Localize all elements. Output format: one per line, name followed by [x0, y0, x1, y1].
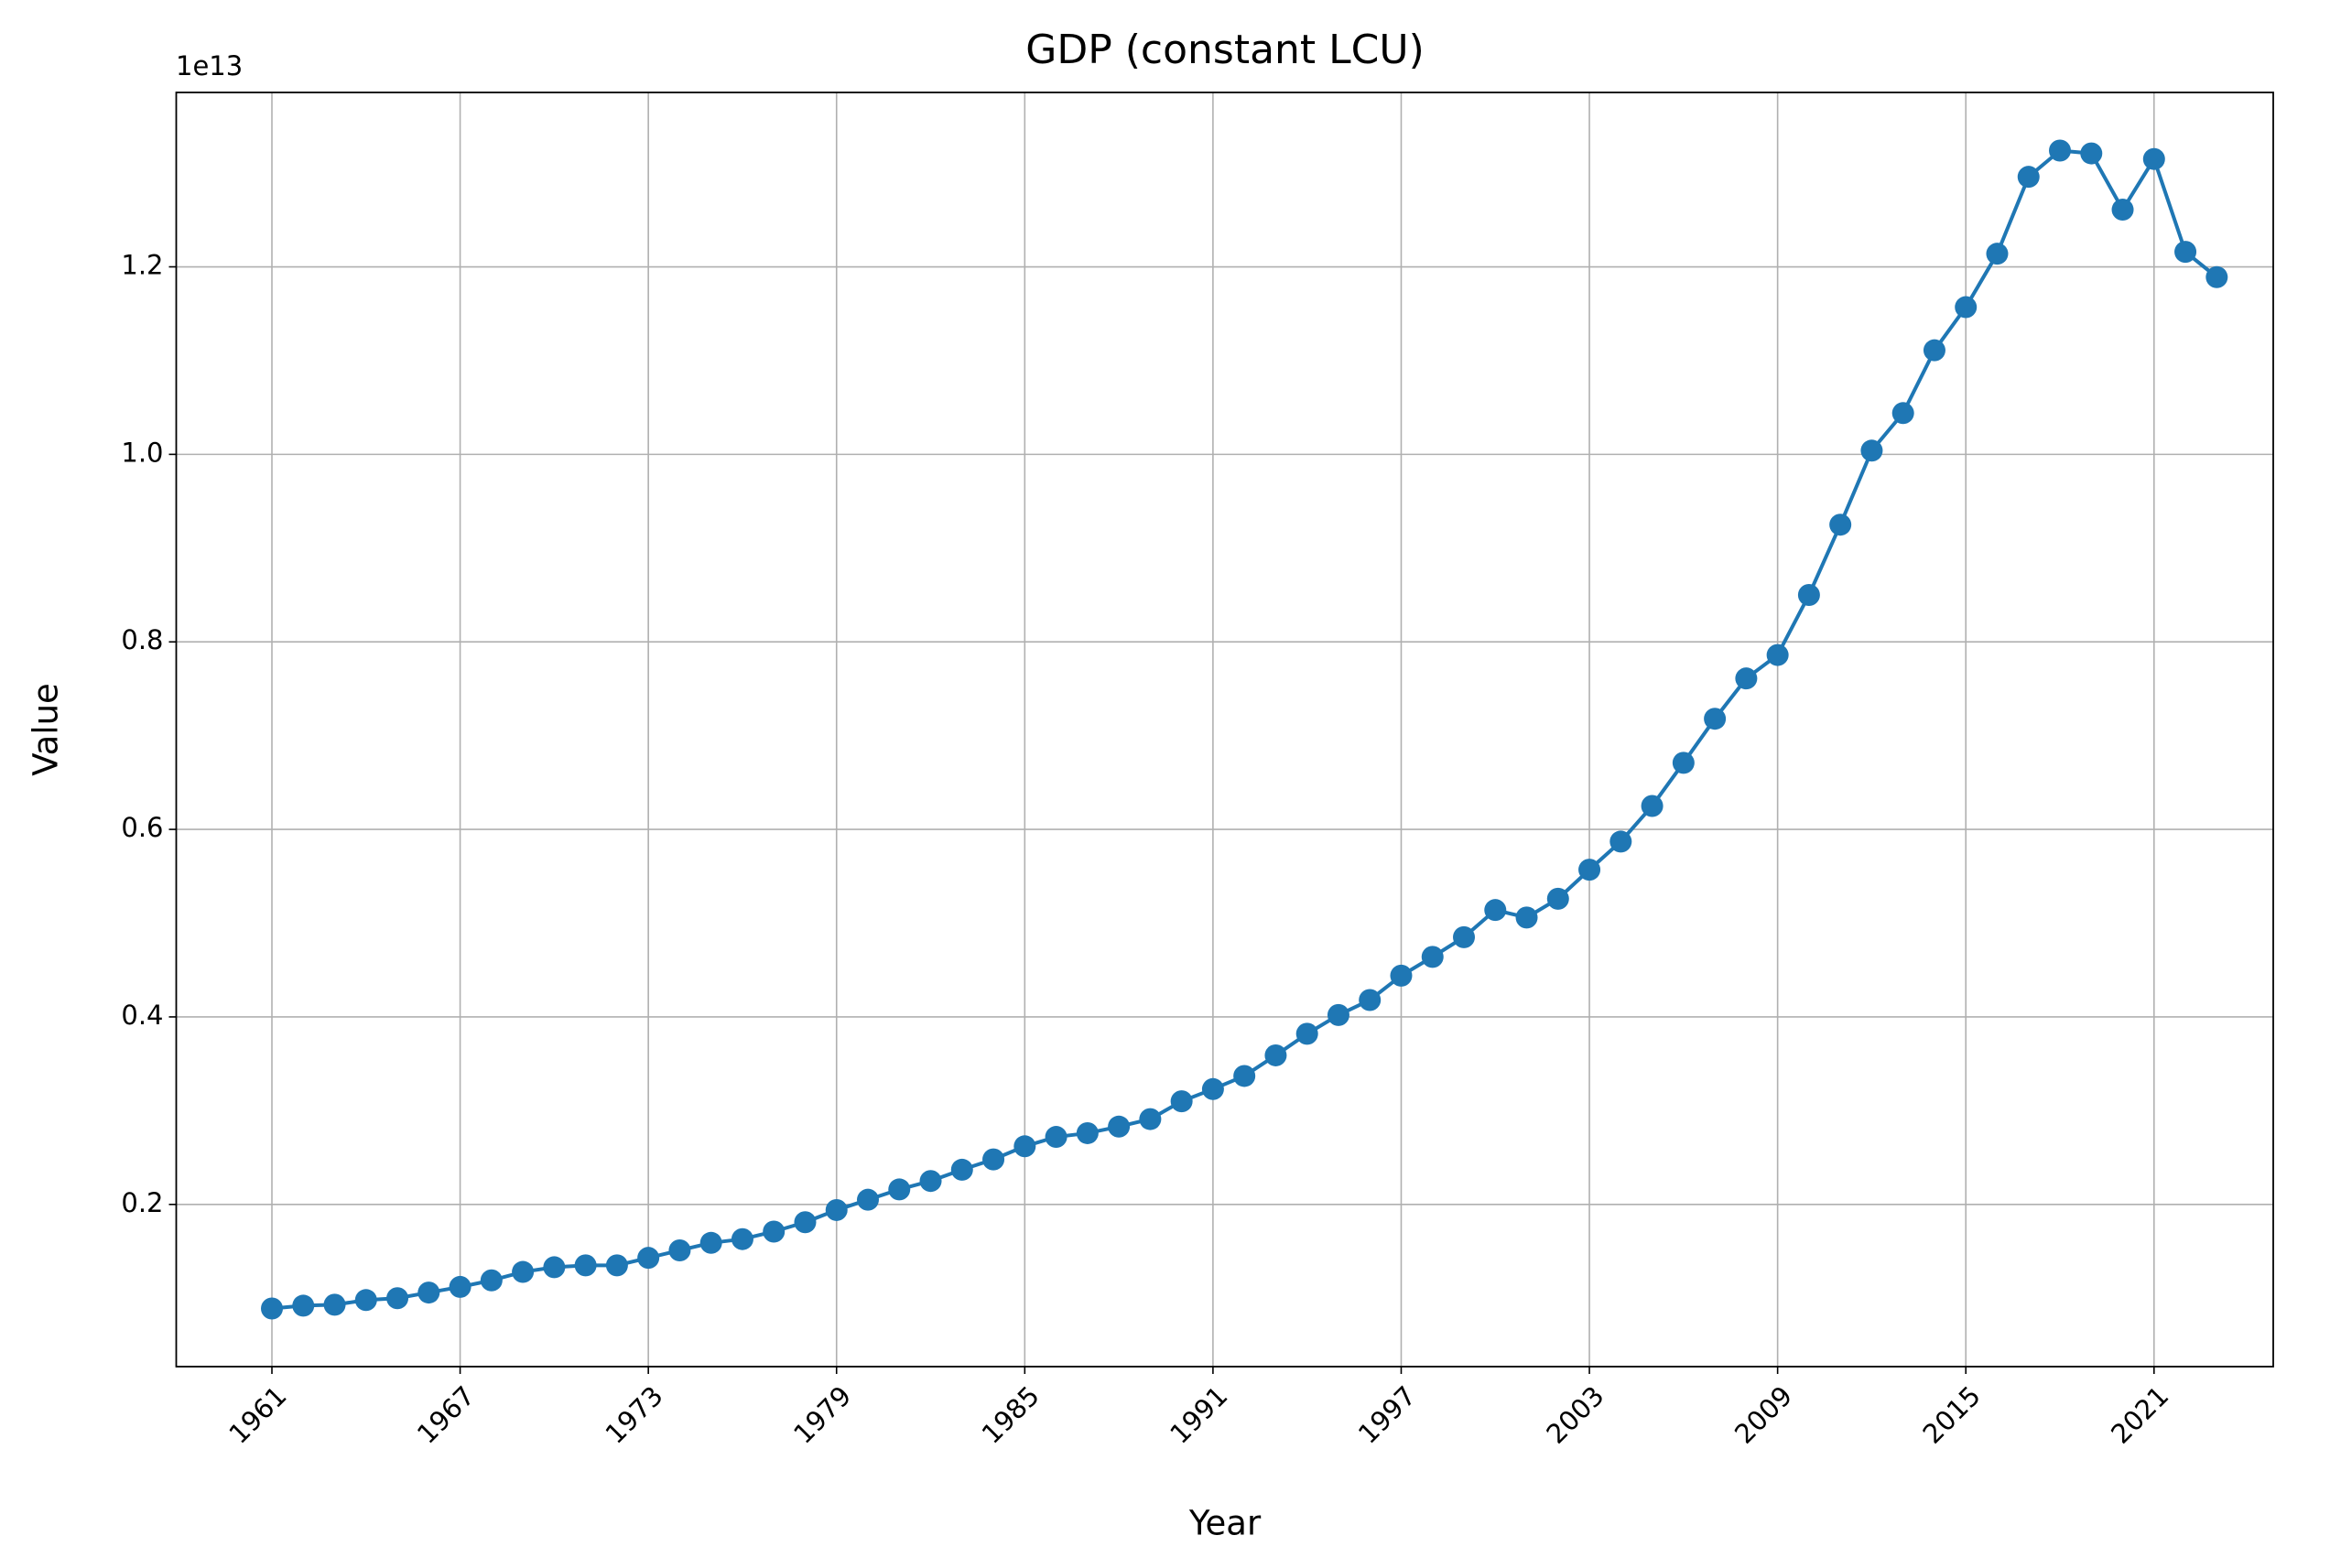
point — [417, 1281, 440, 1304]
point — [2080, 142, 2103, 165]
y-tick-label: 0.8 — [121, 624, 163, 655]
point — [857, 1188, 880, 1211]
plot-frame — [175, 92, 2274, 1368]
x-tick-label: 2009 — [1729, 1380, 1798, 1450]
point — [1295, 1022, 1318, 1045]
point — [1484, 899, 1507, 922]
point — [1704, 708, 1727, 730]
chart-title: GDP (constant LCU) — [1025, 27, 1425, 73]
point — [1766, 643, 1789, 666]
x-tick-label: 1979 — [787, 1380, 857, 1450]
point — [1421, 946, 1444, 968]
x-tick-label: 1967 — [411, 1380, 481, 1450]
y-offset-label: 1e13 — [176, 50, 243, 81]
point — [2017, 166, 2040, 189]
point — [1609, 830, 1632, 853]
x-tick-label: 1997 — [1352, 1380, 1422, 1450]
point — [1672, 752, 1695, 774]
point — [888, 1178, 911, 1201]
point — [794, 1211, 817, 1234]
point — [1201, 1077, 1224, 1100]
point — [1390, 964, 1413, 987]
point — [731, 1227, 753, 1250]
point — [354, 1289, 377, 1312]
point — [1453, 925, 1476, 948]
point — [605, 1254, 628, 1277]
point — [1264, 1044, 1287, 1066]
x-tick-label: 1991 — [1164, 1380, 1233, 1450]
point — [763, 1220, 786, 1243]
point — [1735, 667, 1758, 690]
point — [1108, 1115, 1131, 1138]
series-line — [271, 148, 2218, 1311]
point — [1233, 1065, 1256, 1087]
point — [668, 1238, 691, 1261]
point — [449, 1275, 471, 1298]
x-tick-label: 1973 — [600, 1380, 669, 1450]
point — [1797, 584, 1820, 607]
point — [919, 1170, 942, 1193]
point — [543, 1256, 566, 1279]
x-tick-label: 1985 — [976, 1380, 1046, 1450]
point — [261, 1297, 284, 1320]
point — [1891, 402, 1914, 425]
y-tick-label: 0.6 — [121, 812, 163, 843]
point — [1076, 1121, 1099, 1144]
point — [1546, 887, 1569, 910]
point — [2142, 147, 2165, 170]
point — [1013, 1135, 1036, 1158]
x-axis-label: Year — [1188, 1504, 1262, 1543]
point — [825, 1198, 848, 1221]
point — [1170, 1090, 1193, 1113]
x-tick-label: 2015 — [1917, 1380, 1987, 1450]
point — [637, 1247, 660, 1270]
point — [1139, 1108, 1162, 1130]
point — [574, 1254, 597, 1277]
y-tick-label: 0.4 — [121, 1000, 163, 1031]
point — [1045, 1126, 1067, 1149]
point — [1860, 439, 1883, 462]
point — [1327, 1003, 1349, 1026]
point — [323, 1293, 346, 1316]
x-tick-label: 2021 — [2105, 1380, 2174, 1450]
point — [1923, 339, 1945, 362]
point — [2174, 241, 2197, 264]
point — [2111, 199, 2134, 222]
x-tick-label: 2003 — [1540, 1380, 1609, 1450]
point — [2049, 139, 2072, 162]
point — [1641, 795, 1664, 817]
point — [512, 1260, 535, 1283]
point — [480, 1269, 503, 1292]
point — [1515, 906, 1538, 929]
y-tick-label: 0.2 — [121, 1187, 163, 1218]
point — [2205, 265, 2228, 288]
point — [1829, 514, 1852, 536]
y-tick-label: 1.0 — [121, 437, 163, 468]
y-axis-label: Value — [27, 683, 66, 776]
point — [1955, 296, 1978, 319]
point — [386, 1287, 409, 1310]
point — [982, 1148, 1005, 1171]
point — [292, 1294, 315, 1317]
x-tick-label: 1961 — [222, 1380, 292, 1450]
point — [699, 1231, 722, 1254]
y-tick-label: 1.2 — [121, 250, 163, 281]
point — [1578, 859, 1601, 881]
point — [950, 1158, 973, 1181]
point — [1359, 989, 1382, 1011]
point — [1986, 243, 2009, 265]
